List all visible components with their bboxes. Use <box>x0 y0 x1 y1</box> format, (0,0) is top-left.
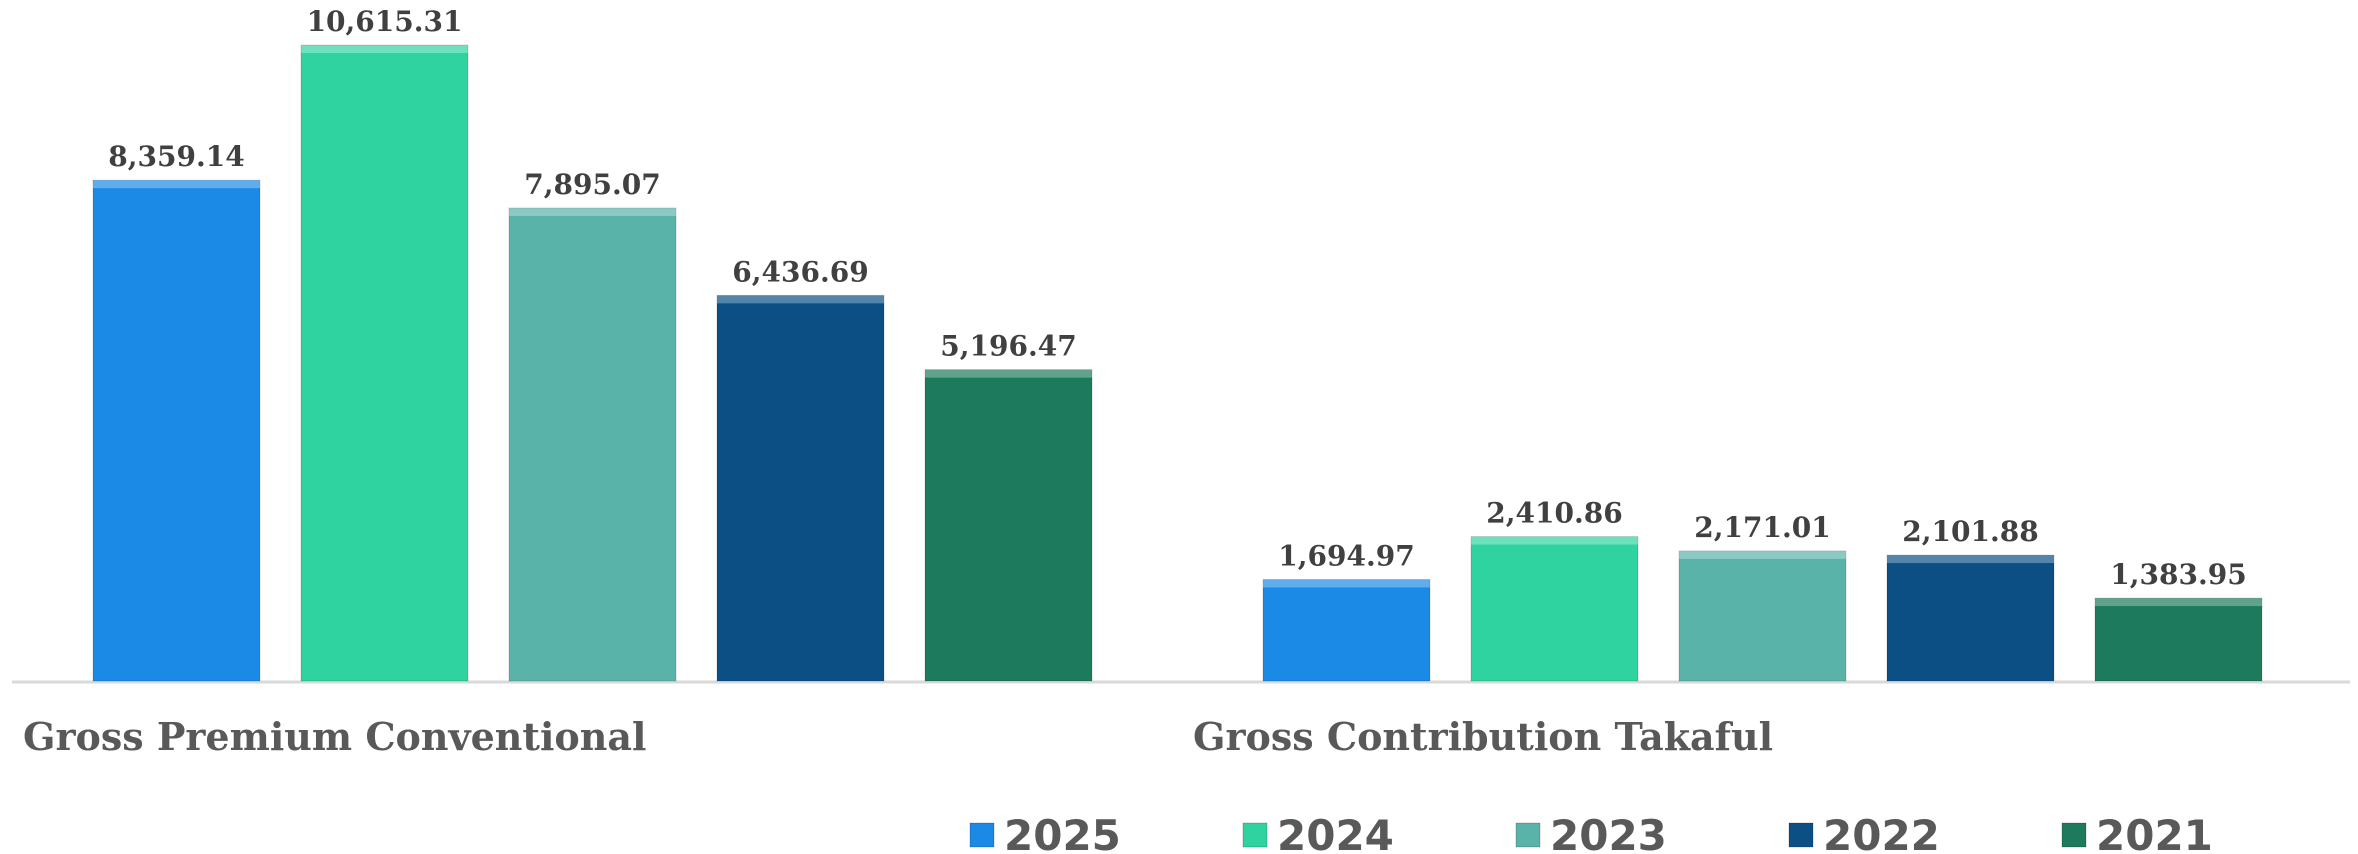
legend-swatch <box>1242 822 1268 848</box>
data-label: 5,196.47 <box>940 330 1076 363</box>
legend-label: 2023 <box>1550 811 1667 854</box>
bar <box>508 207 677 682</box>
bar <box>924 369 1093 682</box>
data-label: 7,895.07 <box>524 168 660 201</box>
bar-bevel <box>301 45 468 53</box>
bar <box>1886 554 2055 682</box>
legend-label: 2024 <box>1277 811 1394 854</box>
bar <box>300 44 469 682</box>
data-label: 10,615.31 <box>307 5 463 38</box>
bar <box>92 179 261 682</box>
data-label: 2,101.88 <box>1902 515 2038 548</box>
bar-bevel <box>1887 555 2054 564</box>
bar-bevel <box>925 369 1092 378</box>
bar-bevel <box>1263 579 1430 588</box>
bar <box>1262 578 1431 682</box>
legend-label: 2021 <box>2096 811 2213 854</box>
data-label: 2,410.86 <box>1486 497 1622 530</box>
bar-bevel <box>93 180 260 189</box>
bar <box>1470 536 1639 682</box>
bar <box>716 294 885 682</box>
bar-bevel <box>509 207 676 216</box>
bar-bevel <box>1679 550 1846 559</box>
data-label: 1,694.97 <box>1278 539 1414 572</box>
legend-swatch <box>2061 822 2087 848</box>
bar <box>2094 597 2263 682</box>
bar-bevel <box>2095 598 2262 607</box>
legend-label: 2022 <box>1823 811 1940 854</box>
legend-label: 2025 <box>1004 811 1121 854</box>
data-label: 2,171.01 <box>1694 511 1830 544</box>
bar-bevel <box>1471 536 1638 545</box>
category-label: Gross Premium Conventional <box>23 714 646 759</box>
category-label: Gross Contribution Takaful <box>1193 714 1773 759</box>
legend-swatch <box>1515 822 1541 848</box>
data-label: 1,383.95 <box>2110 558 2246 591</box>
data-label: 8,359.14 <box>108 140 244 173</box>
legend-swatch <box>969 822 995 848</box>
data-label: 6,436.69 <box>732 255 868 288</box>
bar-bevel <box>717 295 884 304</box>
bar <box>1678 550 1847 682</box>
legend-swatch <box>1788 822 1814 848</box>
